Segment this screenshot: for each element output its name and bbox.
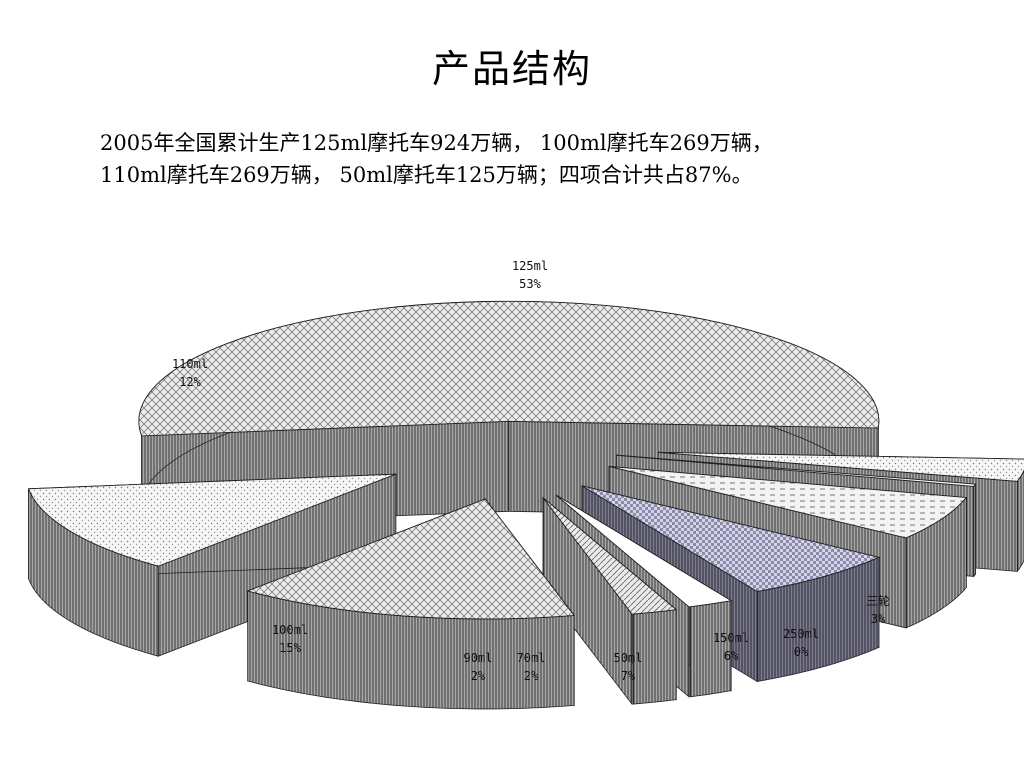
slice-label-sanlun: 三轮 bbox=[866, 594, 890, 608]
slice-percent-125ml: 53% bbox=[519, 277, 541, 291]
pie-slice-100ml bbox=[246, 497, 576, 710]
slice-percent-150ml: 6% bbox=[724, 649, 739, 663]
slice-percent-70ml: 2% bbox=[524, 669, 539, 683]
slice-label-90ml: 90ml bbox=[464, 651, 493, 665]
slice-label-150ml: 150ml bbox=[713, 631, 749, 645]
pie-labels: 125ml 53% 三轮 3% 250ml 0% 150ml 6% 50ml 7% 70ml 2% 90… bbox=[172, 259, 890, 683]
slice-percent-90ml: 2% bbox=[471, 669, 486, 683]
pie-chart: 125ml 53% 三轮 3% 250ml 0% 150ml 6% 50ml 7% 70ml 2% 90… bbox=[27, 259, 1024, 710]
slice-percent-sanlun: 3% bbox=[871, 612, 886, 626]
pie-slices bbox=[27, 300, 1024, 710]
page-title: 产品结构 bbox=[431, 47, 592, 91]
slice-percent-50ml: 7% bbox=[621, 669, 636, 683]
slice-percent-100ml: 15% bbox=[279, 641, 301, 655]
slice-label-70ml: 70ml bbox=[517, 651, 546, 665]
pie-slice-90ml bbox=[542, 496, 678, 706]
slice-label-250ml: 250ml bbox=[783, 627, 819, 641]
description-line-1: 2005年全国累计生产125ml摩托车924万辆， 100ml摩托车269万辆， bbox=[100, 131, 773, 155]
slice-percent-250ml: 0% bbox=[794, 645, 809, 659]
description-line-2: 110ml摩托车269万辆， 50ml摩托车125万辆；四项合计共占87%。 bbox=[100, 163, 753, 187]
slice-label-110ml: 110ml bbox=[172, 357, 208, 371]
slice-label-125ml: 125ml bbox=[512, 259, 548, 273]
slice-percent-110ml: 12% bbox=[179, 375, 201, 389]
slice-label-100ml: 100ml bbox=[272, 623, 308, 637]
pie-slice-110ml bbox=[27, 473, 397, 657]
slice-label-50ml: 50ml bbox=[614, 651, 643, 665]
